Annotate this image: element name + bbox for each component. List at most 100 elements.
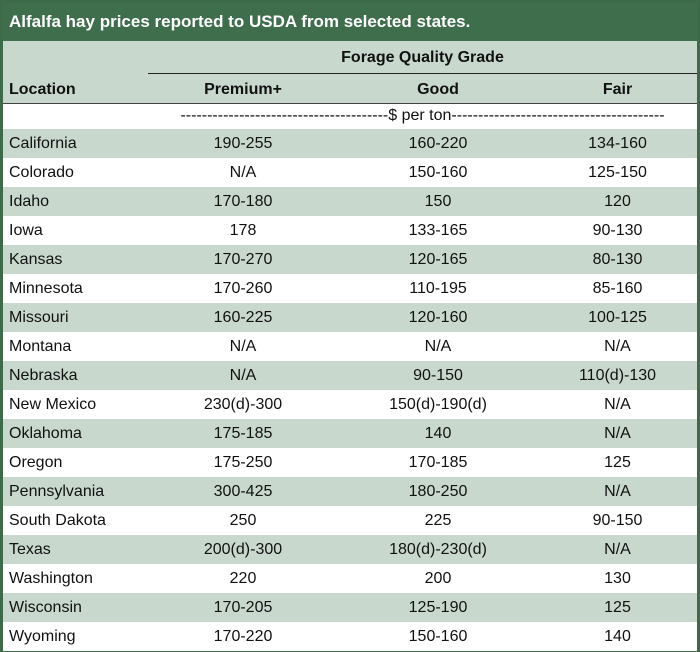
fair-cell: 134-160 xyxy=(588,135,647,152)
fair-cell: 125-150 xyxy=(588,164,647,181)
fair-cell: 100-125 xyxy=(588,309,647,326)
premium-cell: 170-180 xyxy=(213,193,273,210)
good-cell: 90-150 xyxy=(413,367,463,384)
column-header-good: Good xyxy=(417,81,459,98)
table-title: Alfalfa hay prices reported to USDA from… xyxy=(3,3,697,41)
table-row: Missouri 160-225 120-160 100-125 xyxy=(3,303,697,332)
fair-cell: N/A xyxy=(604,483,631,500)
location-cell: California xyxy=(9,135,77,152)
premium-cell: 170-270 xyxy=(213,251,273,268)
table-row: Iowa 178 133-165 90-130 xyxy=(3,216,697,245)
fair-cell: N/A xyxy=(604,425,631,442)
location-cell: Oklahoma xyxy=(9,425,82,442)
good-cell: 150 xyxy=(424,193,452,210)
fair-cell: 140 xyxy=(604,628,631,645)
column-header-location: Location xyxy=(9,81,76,98)
good-cell: 150(d)-190(d) xyxy=(389,396,487,413)
good-cell: 180-250 xyxy=(408,483,468,500)
premium-cell: N/A xyxy=(229,338,257,355)
table-row: Wyoming 170-220 150-160 140 xyxy=(3,622,697,651)
table-row: Nebraska N/A 90-150 110(d)-130 xyxy=(3,361,697,390)
table-body: California 190-255 160-220 134-160 Colorado N… xyxy=(3,129,697,651)
location-cell: Texas xyxy=(9,541,51,558)
location-cell: Iowa xyxy=(9,222,43,239)
good-cell: 133-165 xyxy=(408,222,468,239)
table-row: Washington 220 200 130 xyxy=(3,564,697,593)
table-row: New Mexico 230(d)-300 150(d)-190(d) N/A xyxy=(3,390,697,419)
fair-cell: 125 xyxy=(604,454,631,471)
unit-row: ---------------------------------------$… xyxy=(3,103,697,129)
location-cell: New Mexico xyxy=(9,396,97,413)
premium-cell: 175-185 xyxy=(213,425,273,442)
good-cell: 120-165 xyxy=(408,251,468,268)
location-cell: Nebraska xyxy=(9,367,78,384)
premium-cell: 300-425 xyxy=(213,483,273,500)
good-cell: 200 xyxy=(424,570,452,587)
premium-cell: 160-225 xyxy=(213,309,273,326)
location-cell: Montana xyxy=(9,338,72,355)
location-cell: Washington xyxy=(9,570,93,587)
location-cell: Idaho xyxy=(9,193,50,210)
good-cell: N/A xyxy=(424,338,452,355)
fair-cell: N/A xyxy=(604,541,631,558)
table-row: Oregon 175-250 170-185 125 xyxy=(3,448,697,477)
location-cell: Pennsylvania xyxy=(9,483,105,500)
fair-cell: 125 xyxy=(604,599,631,616)
good-cell: 125-190 xyxy=(408,599,468,616)
fair-cell: 120 xyxy=(604,193,631,210)
location-cell: South Dakota xyxy=(9,512,106,529)
table-row: Montana N/A N/A N/A xyxy=(3,332,697,361)
table-row: Texas 200(d)-300 180(d)-230(d) N/A xyxy=(3,535,697,564)
table-row: California 190-255 160-220 134-160 xyxy=(3,129,697,158)
good-cell: 110-195 xyxy=(409,280,467,297)
good-cell: 150-160 xyxy=(408,628,468,645)
premium-cell: 200(d)-300 xyxy=(203,541,283,558)
good-cell: 140 xyxy=(424,425,452,442)
table-header: Forage Quality Grade Location Premium+ G… xyxy=(3,41,697,103)
premium-cell: 230(d)-300 xyxy=(203,396,283,413)
table-row: Colorado N/A 150-160 125-150 xyxy=(3,158,697,187)
location-cell: Minnesota xyxy=(9,280,83,297)
table-row: Kansas 170-270 120-165 80-130 xyxy=(3,245,697,274)
location-cell: Wyoming xyxy=(9,628,76,645)
table-row: Idaho 170-180 150 120 xyxy=(3,187,697,216)
premium-cell: 170-205 xyxy=(213,599,273,616)
premium-cell: 170-260 xyxy=(213,280,273,297)
good-cell: 180(d)-230(d) xyxy=(389,541,487,558)
fair-cell: N/A xyxy=(604,396,631,413)
premium-cell: 220 xyxy=(229,570,257,587)
location-cell: Missouri xyxy=(9,309,69,326)
column-header-fair: Fair xyxy=(602,81,633,98)
fair-cell: 80-130 xyxy=(592,251,643,268)
premium-cell: 190-255 xyxy=(213,135,273,152)
location-cell: Kansas xyxy=(9,251,63,268)
fair-cell: 85-160 xyxy=(592,280,643,297)
fair-cell: 90-130 xyxy=(592,222,643,239)
table-row: Oklahoma 175-185 140 N/A xyxy=(3,419,697,448)
table-row: Minnesota 170-260 110-195 85-160 xyxy=(3,274,697,303)
table-row: Wisconsin 170-205 125-190 125 xyxy=(3,593,697,622)
location-cell: Wisconsin xyxy=(9,599,82,616)
unit-label: ---------------------------------------$… xyxy=(180,107,665,124)
fair-cell: N/A xyxy=(604,338,631,355)
premium-cell: N/A xyxy=(229,164,257,181)
location-cell: Colorado xyxy=(9,164,74,181)
premium-cell: 178 xyxy=(229,222,257,239)
premium-cell: N/A xyxy=(229,367,257,384)
good-cell: 120-160 xyxy=(408,309,468,326)
group-divider xyxy=(148,73,697,74)
premium-cell: 170-220 xyxy=(213,628,273,645)
table-row: South Dakota 250 225 90-150 xyxy=(3,506,697,535)
good-cell: 150-160 xyxy=(408,164,468,181)
group-label: Forage Quality Grade xyxy=(341,49,504,66)
table-row: Pennsylvania 300-425 180-250 N/A xyxy=(3,477,697,506)
premium-cell: 250 xyxy=(229,512,257,529)
good-cell: 170-185 xyxy=(408,454,468,471)
fair-cell: 130 xyxy=(604,570,631,587)
fair-cell: 110(d)-130 xyxy=(578,367,657,384)
premium-cell: 175-250 xyxy=(213,454,273,471)
column-header-premium: Premium+ xyxy=(204,81,282,98)
good-cell: 225 xyxy=(424,512,452,529)
location-cell: Oregon xyxy=(9,454,63,471)
